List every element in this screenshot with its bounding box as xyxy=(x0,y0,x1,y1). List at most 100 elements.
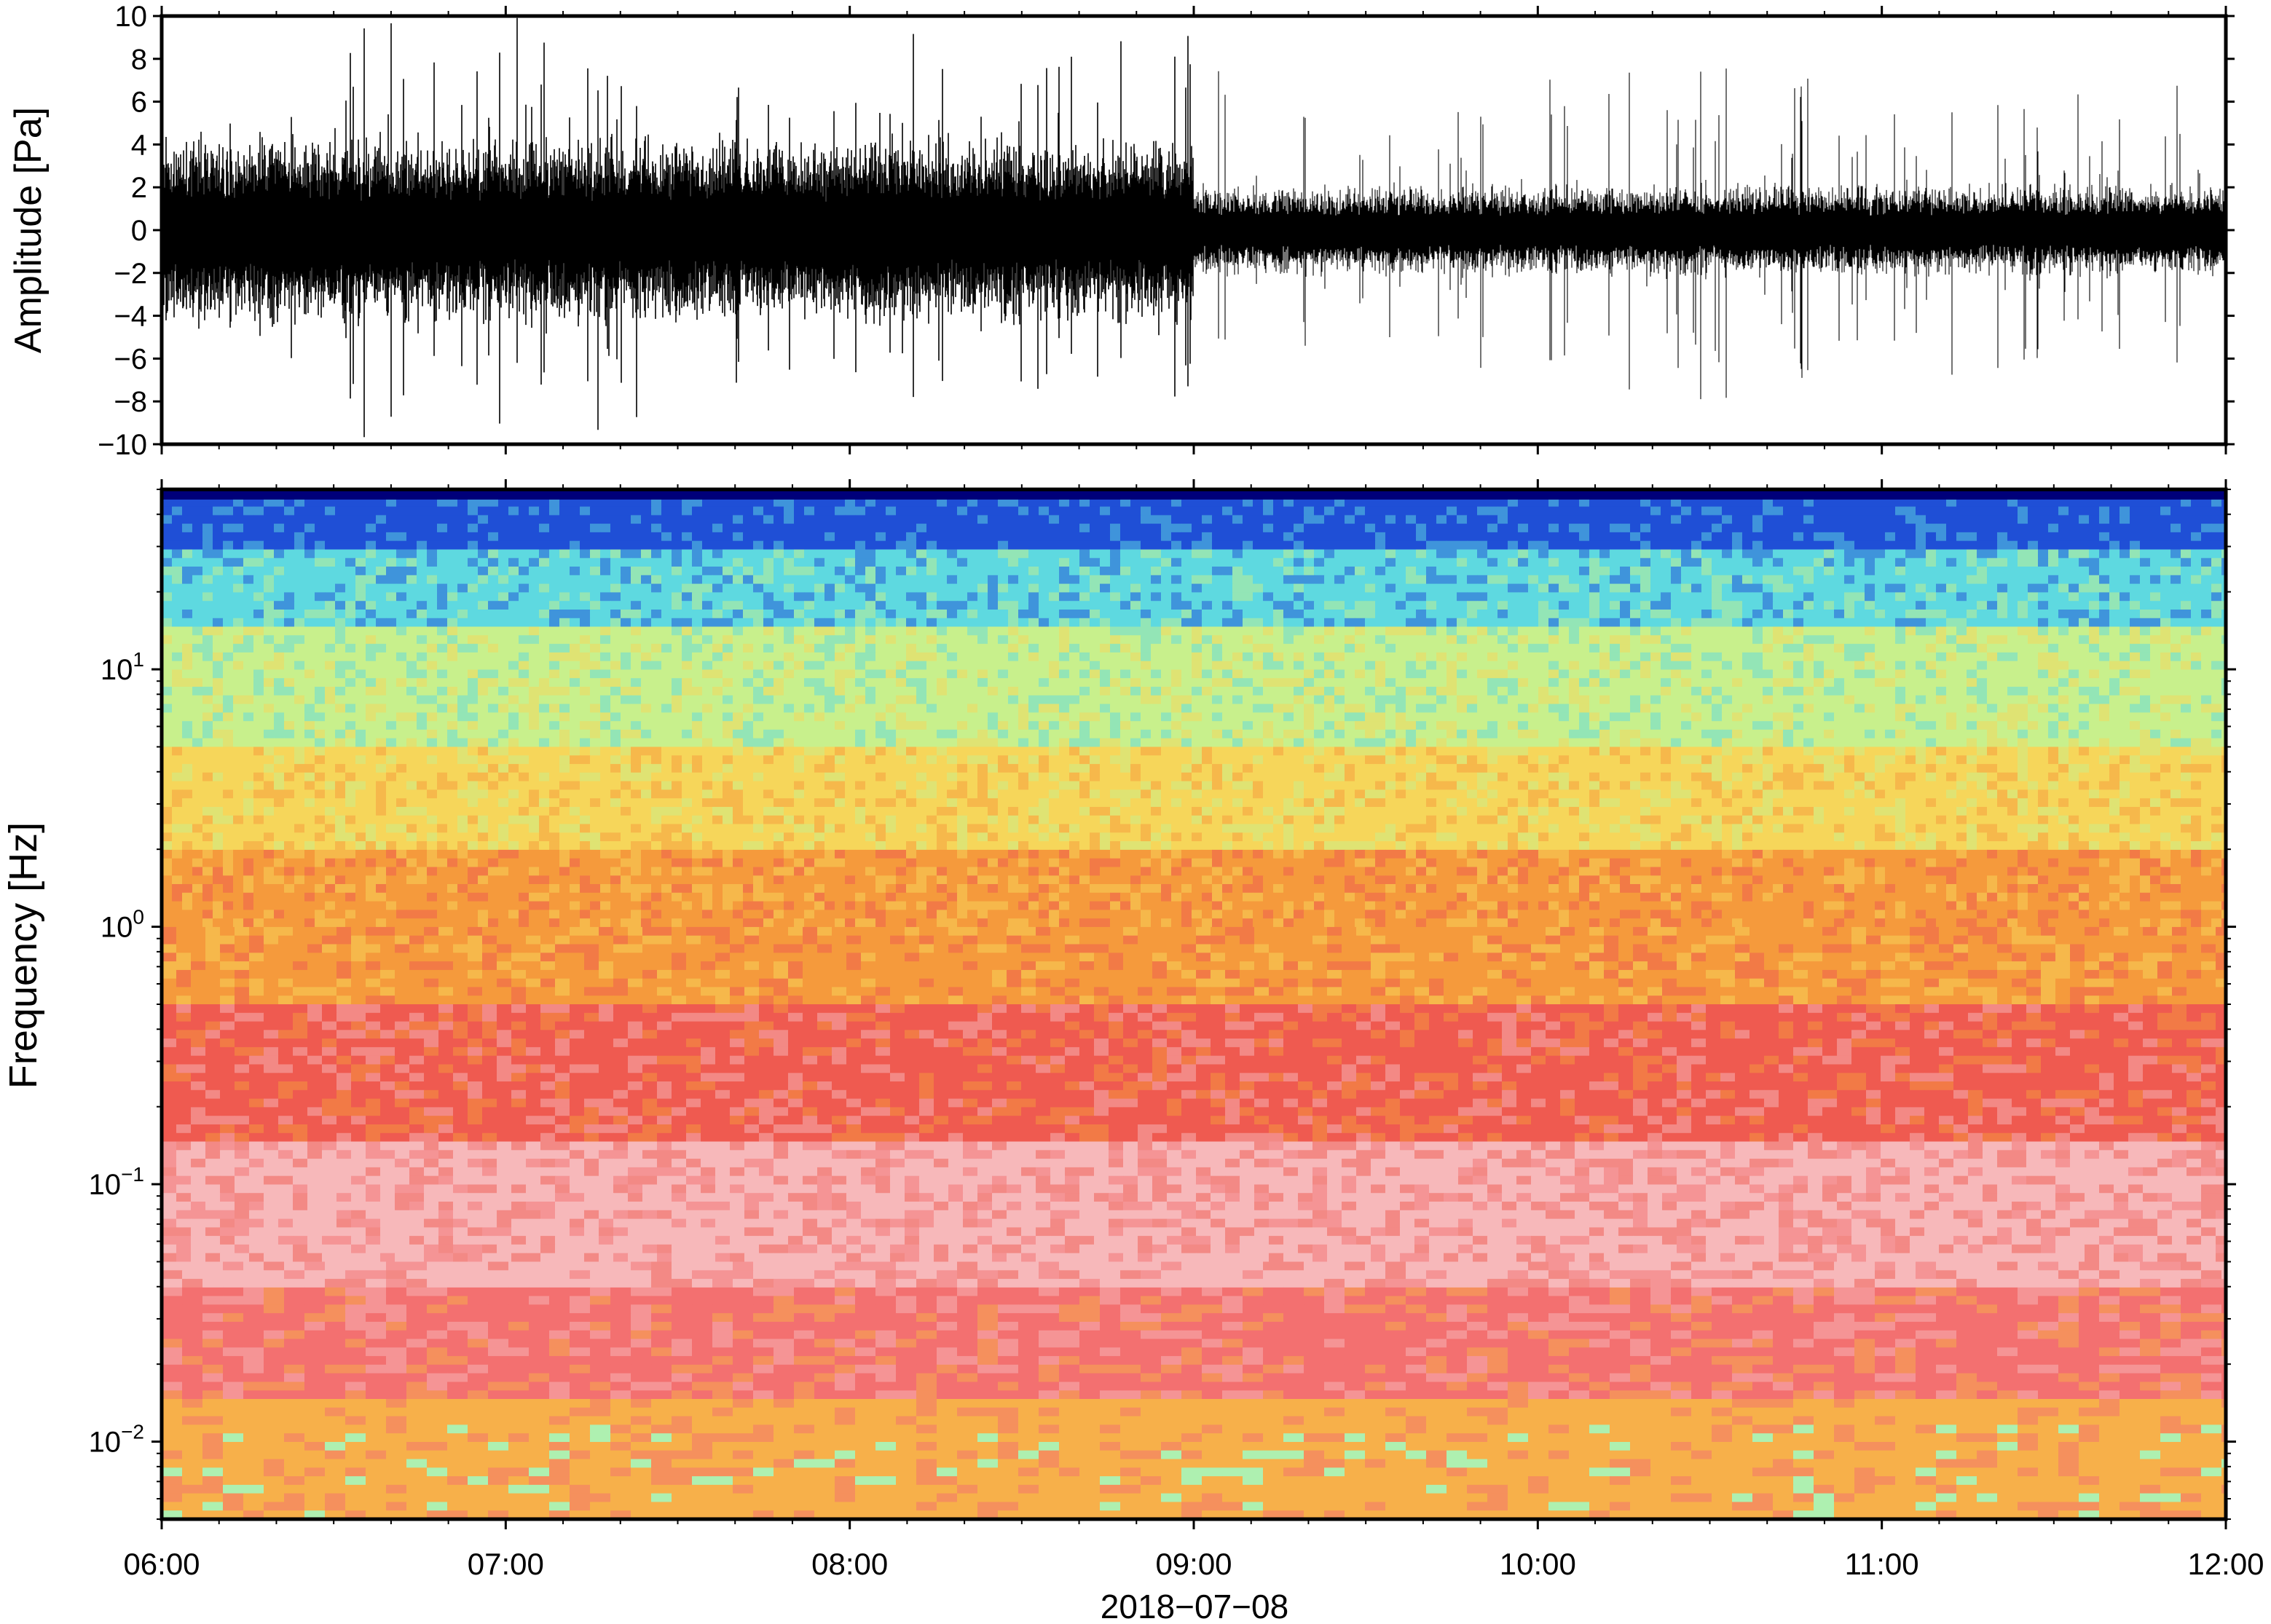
spectrogram-cell xyxy=(845,532,856,541)
spectrogram-cell xyxy=(1263,541,1274,550)
spectrogram-cell xyxy=(1732,550,1743,559)
spectrogram-cell xyxy=(1854,550,1865,559)
spectrogram-cell xyxy=(1610,515,1621,524)
spectrogram-cell xyxy=(1467,507,1478,516)
spectrogram-cell xyxy=(988,532,999,541)
spectrogram-cell xyxy=(610,541,621,550)
spectrogram-cell xyxy=(2191,541,2202,550)
spectrogram-cell xyxy=(1763,515,1774,524)
spectrogram-cell xyxy=(549,532,560,541)
spectrogram-cell xyxy=(508,532,519,541)
spectrogram-cell xyxy=(1008,515,1019,524)
spectrogram-cell xyxy=(1956,541,1967,550)
spectrogram-cell xyxy=(2099,541,2110,550)
spectrogram-cell xyxy=(763,507,774,516)
spectrogram-cell xyxy=(886,550,897,559)
spectrogram-cell xyxy=(1100,507,1111,516)
spectrogram-cell xyxy=(468,515,479,524)
spectrogram-cell xyxy=(1406,515,1417,524)
spectrogram-cell xyxy=(1599,550,1610,559)
spectrogram-cell xyxy=(1732,532,1743,541)
spectrogram-cell xyxy=(977,507,988,516)
spectrogram-cell xyxy=(2181,550,2192,559)
spectrogram-cell xyxy=(355,550,366,559)
spectrogram-cell xyxy=(2058,507,2069,516)
spectrogram-cell xyxy=(457,550,468,559)
spectrogram-cell xyxy=(315,507,326,516)
spectrogram-cell xyxy=(498,550,509,559)
spectrogram-cell xyxy=(1956,532,1967,541)
spectrogram-cell xyxy=(610,507,621,516)
spectrogram-cell xyxy=(2018,507,2028,516)
spectrogram-cell xyxy=(590,532,601,541)
spectrogram-cell xyxy=(1396,550,1406,559)
waveform-y-tick-label: 2 xyxy=(131,172,147,204)
spectrogram-cell xyxy=(498,507,509,516)
spectrogram-cell xyxy=(1844,507,1855,516)
spectrogram-cell xyxy=(580,541,591,550)
spectrogram-cell xyxy=(1447,532,1457,541)
spectrogram-cell xyxy=(2028,507,2039,516)
spectrogram-cell xyxy=(1487,550,1498,559)
spectrogram-cell xyxy=(172,558,183,567)
spectrogram-cell xyxy=(1487,507,1498,516)
spectrogram-cell xyxy=(1212,507,1223,516)
spectrogram-cell xyxy=(1202,507,1213,516)
spectrogram-cell xyxy=(1793,532,1804,541)
spectrogram-cell xyxy=(284,541,295,550)
spectrogram-cell xyxy=(1752,524,1763,532)
spectrogram-cell xyxy=(1232,515,1243,524)
spectrogram-cell xyxy=(386,541,397,550)
spectrogram-cell xyxy=(325,507,336,516)
spectrogram-cell xyxy=(1416,541,1427,550)
spectrogram-cell xyxy=(233,558,244,567)
spectrogram-cell xyxy=(1865,532,1876,541)
spectrogram-cell xyxy=(1110,558,1121,567)
spectrogram-cell xyxy=(1936,507,1947,516)
spectrogram-cell xyxy=(2028,515,2039,524)
spectrogram-cell xyxy=(1222,532,1233,541)
spectrogram-cell xyxy=(998,550,1009,559)
spectrogram-cell xyxy=(274,507,285,516)
spectrogram-cell xyxy=(814,558,825,567)
spectrogram-cell xyxy=(743,550,754,559)
spectrogram-cell xyxy=(417,515,428,524)
spectrogram-cell xyxy=(172,550,183,559)
spectrogram-cell xyxy=(621,515,631,524)
spectrogram-cell xyxy=(1253,524,1264,532)
spectrogram-cell xyxy=(1436,515,1447,524)
spectrogram-cell xyxy=(702,541,713,550)
spectrogram-cell xyxy=(865,541,876,550)
spectrogram-cell xyxy=(2120,550,2130,559)
spectrogram-cell xyxy=(1905,550,1916,559)
spectrogram-cell xyxy=(2018,550,2028,559)
spectrogram-cell xyxy=(2028,550,2039,559)
spectrogram-cell xyxy=(1987,515,1998,524)
spectrogram-cell xyxy=(172,507,183,516)
spectrogram-cell xyxy=(2099,507,2110,516)
spectrogram-cell xyxy=(916,507,927,516)
spectrogram-cell xyxy=(2048,524,2059,532)
spectrogram-cell xyxy=(1059,515,1070,524)
spectrogram-cell xyxy=(1732,524,1743,532)
spectrogram-cell xyxy=(1141,550,1152,559)
spectrogram-cell xyxy=(335,515,346,524)
spectrogram-cell xyxy=(845,558,856,567)
spectrogram-cell xyxy=(294,550,305,559)
spectrogram-cell xyxy=(355,532,366,541)
spectrogram-cell xyxy=(1120,507,1131,516)
spectrogram-cell xyxy=(1640,524,1651,532)
spectrogram-cell xyxy=(947,524,958,532)
spectrogram-cell xyxy=(345,532,356,541)
spectrogram-cell xyxy=(1569,524,1580,532)
spectrogram-cell xyxy=(549,524,560,532)
spectrogram-cell xyxy=(835,550,846,559)
spectrogram-cell xyxy=(1059,507,1070,516)
spectrogram-cell xyxy=(865,532,876,541)
spectrogram-cell xyxy=(570,507,580,516)
spectrogram-cell xyxy=(1304,532,1315,541)
spectrogram-cell xyxy=(702,524,713,532)
spectrogram-cell xyxy=(1508,532,1519,541)
spectrogram-cell xyxy=(1243,515,1253,524)
spectrogram-cell xyxy=(1039,558,1050,567)
